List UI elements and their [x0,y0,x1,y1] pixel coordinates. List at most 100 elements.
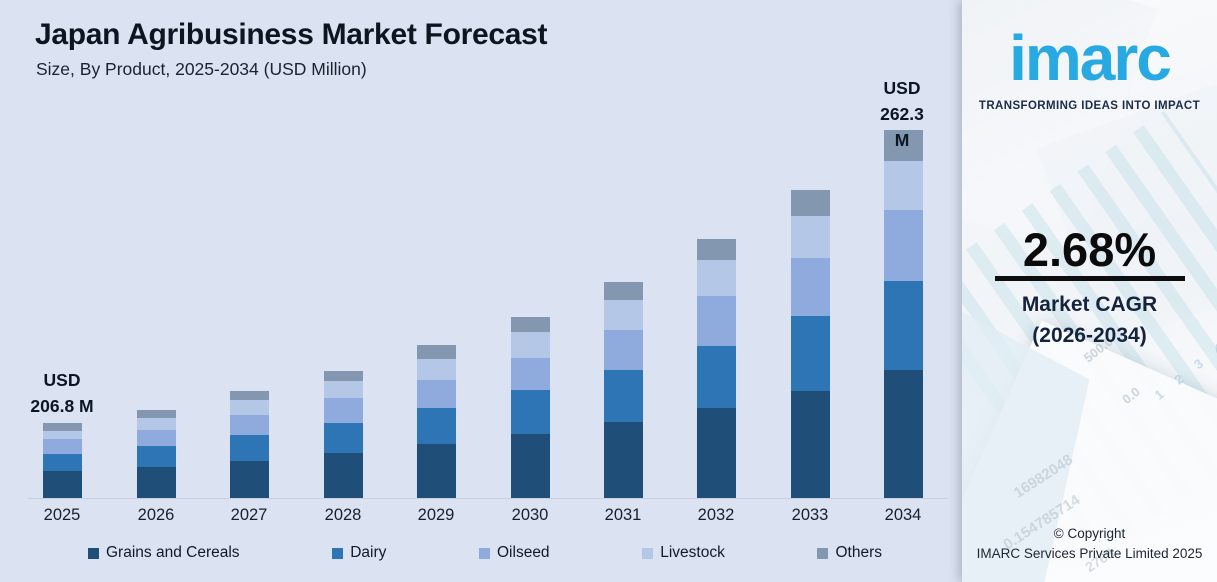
bar-2034 [883,130,923,498]
bar-segment-2032-dairy [696,346,736,408]
copyright-line1: © Copyright [1053,526,1126,541]
bar-segment-2033-dairy [790,316,830,391]
bar-segment-2029-dairy [416,408,456,444]
legend-swatch-icon [479,547,490,559]
bar-segment-2028-dairy [323,423,363,453]
legend-swatch-icon [88,547,99,559]
legend-label: Grains and Cereals [106,544,240,561]
value-label-2034-line2: 262.3 M [880,104,924,150]
chart-area: Japan Agribusiness Market Forecast Size,… [28,18,948,565]
bar-segment-2030-grains-and-cereals [510,434,550,498]
bar-segment-2029-livestock [416,359,456,380]
bar-segment-2025-grains-and-cereals [42,471,82,498]
bar-segment-2027-grains-and-cereals [229,461,269,498]
bar-segment-2033-grains-and-cereals [790,391,830,498]
legend-item-livestock: Livestock [642,544,725,562]
legend: Grains and Cereals Dairy Oilseed Livestock O… [88,541,882,565]
bar-segment-2027-oilseed [229,415,269,435]
bar-segment-2032-livestock [696,260,736,296]
bar-2026 [136,410,176,498]
legend-item-oilseed: Oilseed [479,544,550,562]
bar-segment-2031-others [603,282,643,300]
value-label-2025-line1: USD [43,370,81,390]
bar-2025 [42,423,82,498]
x-axis-line [28,498,948,499]
bar-segment-2025-livestock [42,431,82,439]
bar-segment-2028-grains-and-cereals [323,453,363,498]
bar-segment-2026-dairy [136,446,176,467]
bar-segment-2033-oilseed [790,258,830,316]
bar-segment-2030-dairy [510,390,550,434]
bar-segment-2026-oilseed [136,430,176,446]
x-axis-label-2026: 2026 [137,506,175,524]
bar-segment-2034-oilseed [883,210,923,281]
legend-swatch-icon [817,547,829,559]
value-label-2025: USD 206.8 M [30,367,93,419]
bar-segment-2026-others [136,410,176,418]
legend-item-dairy: Dairy [332,544,386,562]
legend-label: Livestock [660,544,725,561]
bar-segment-2029-oilseed [416,380,456,408]
bar-2027 [229,391,269,498]
x-axis-label-2032: 2032 [697,506,735,524]
bar-segment-2030-livestock [510,332,550,358]
watermark-number: 0.0 [1119,384,1143,407]
bar-segment-2028-oilseed [323,398,363,423]
legend-label: Dairy [350,544,387,561]
value-label-2034-line1: USD [883,78,921,98]
bar-segment-2025-others [42,423,82,431]
bar-segment-2032-oilseed [696,296,736,346]
bar-segment-2033-others [790,190,830,216]
legend-label: Oilseed [497,544,550,561]
value-label-2034: USD 262.3 M [872,75,932,153]
x-axis-label-2027: 2027 [230,506,268,524]
page-subtitle: Size, By Product, 2025-2034 (USD Million… [36,59,367,79]
bar-2032 [696,239,736,498]
bar-2031 [603,282,643,498]
imarc-logo: imarc [1009,22,1172,94]
legend-swatch-icon [642,547,654,559]
brand-panel: 500.0 0.0 1 2 3 4 16982048 0.154785714 2… [962,0,1217,582]
bar-2033 [790,190,830,498]
bar-2029 [416,345,456,498]
cagr-label: Market CAGR [1021,293,1158,316]
bar-segment-2028-livestock [323,381,363,398]
bar-segment-2028-others [323,371,363,381]
bar-segment-2030-oilseed [510,358,550,390]
bar-segment-2029-grains-and-cereals [416,444,456,498]
bar-segment-2031-grains-and-cereals [603,422,643,498]
bar-segment-2027-livestock [229,400,269,415]
bar-segment-2031-dairy [603,370,643,422]
bar-segment-2033-livestock [790,216,830,258]
bar-segment-2025-oilseed [42,439,82,454]
bar-segment-2034-livestock [883,161,923,210]
legend-item-others: Others [817,544,882,562]
bar-segment-2029-others [416,345,456,359]
bar-segment-2025-dairy [42,454,82,471]
logo-tagline: TRANSFORMING IDEAS INTO IMPACT [978,100,1201,112]
bar-segment-2026-grains-and-cereals [136,467,176,498]
legend-swatch-icon [332,547,344,559]
x-axis-label-2030: 2030 [511,506,549,524]
copyright-notice: © Copyright IMARC Services Private Limit… [962,524,1217,564]
x-axis-label-2033: 2033 [791,506,829,524]
bar-segment-2034-grains-and-cereals [883,370,923,498]
x-axis-label-2034: 2034 [884,506,922,524]
cagr-divider [995,276,1185,281]
value-label-2025-line2: 206.8 M [30,396,94,416]
x-axis-label-2025: 2025 [43,506,81,524]
bar-segment-2031-oilseed [603,330,643,370]
bar-2028 [323,371,363,498]
bar-segment-2027-others [229,391,269,400]
bar-segment-2027-dairy [229,435,269,461]
x-axis-label-2031: 2031 [604,506,642,524]
x-axis-label-2029: 2029 [417,506,455,524]
legend-label: Others [835,544,882,561]
bar-segment-2032-grains-and-cereals [696,408,736,498]
x-axis-label-2028: 2028 [324,506,362,524]
bar-segment-2032-others [696,239,736,260]
bar-2030 [510,317,550,498]
legend-item-grains-and-cereals: Grains and Cereals [88,544,240,562]
copyright-line2: IMARC Services Private Limited 2025 [976,546,1203,561]
